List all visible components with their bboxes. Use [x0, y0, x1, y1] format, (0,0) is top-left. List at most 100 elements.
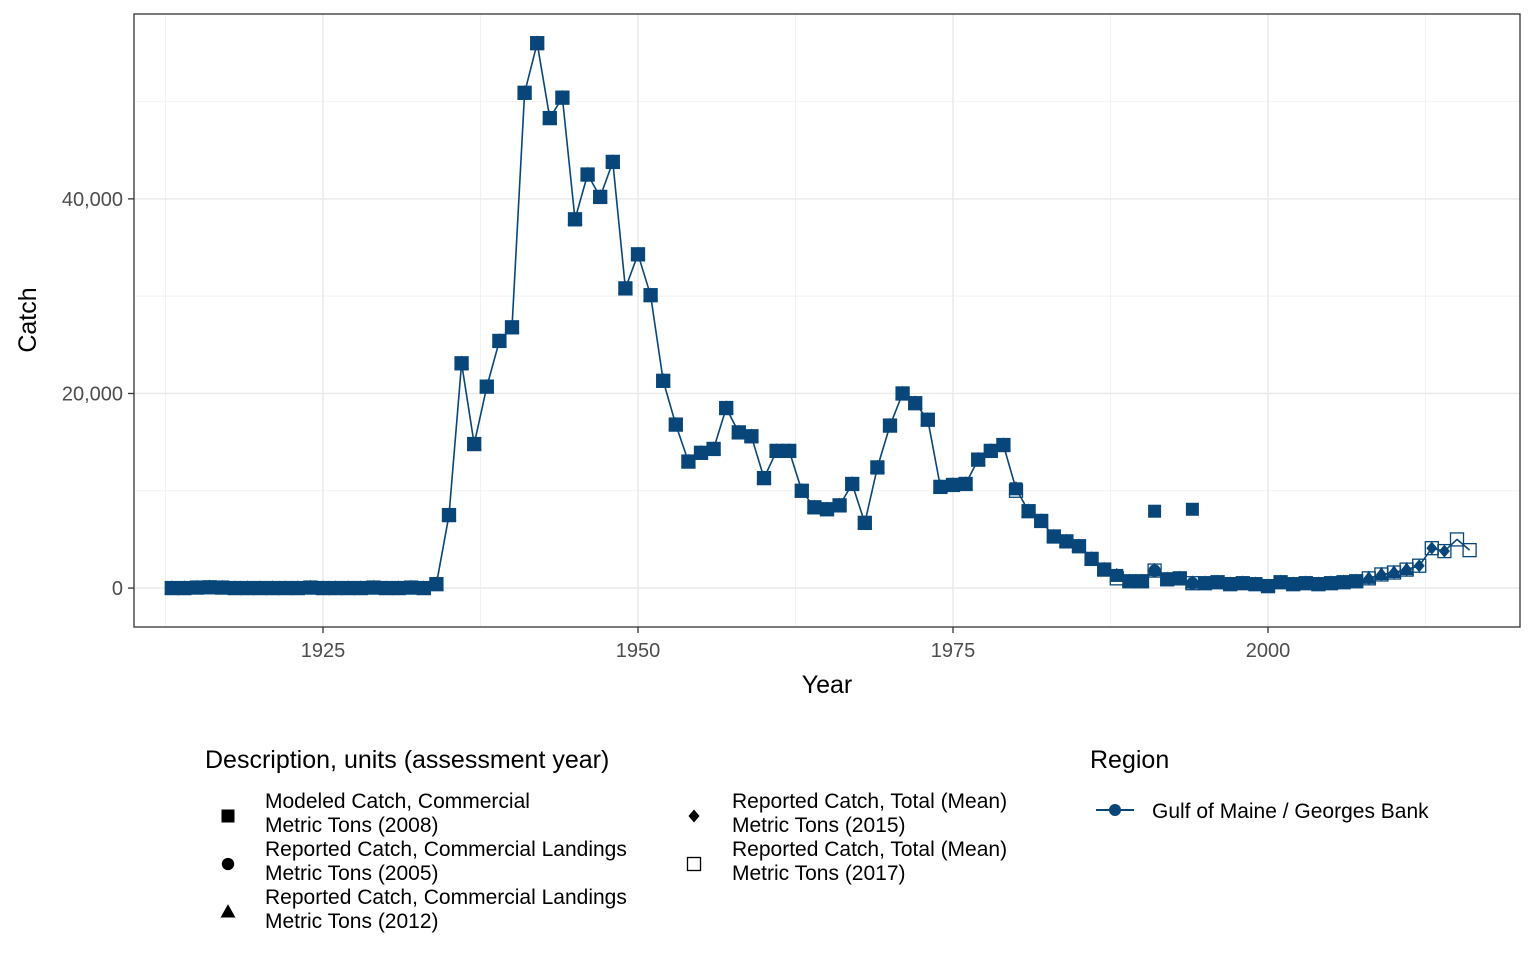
data-point-diamond-filled — [1161, 572, 1173, 586]
data-point-diamond-filled — [330, 581, 342, 595]
data-point-diamond-filled — [191, 581, 203, 595]
data-point-diamond-filled — [1224, 577, 1236, 591]
y-tick-label: 20,000 — [62, 383, 123, 405]
legend-region-title: Region — [1090, 746, 1169, 774]
data-point-square-open — [756, 470, 772, 486]
legend-item: Reported Catch, Commercial LandingsMetri… — [220, 886, 627, 933]
data-point-diamond-filled — [1312, 577, 1324, 591]
legend-item-label-line2: Metric Tons (2012) — [265, 910, 439, 933]
legend-key-triangle-filled — [220, 904, 236, 918]
data-point-square-open — [996, 437, 1011, 453]
data-point-diamond-filled — [304, 581, 316, 595]
data-point-square-open — [517, 85, 532, 100]
data-point-diamond-filled — [393, 581, 405, 595]
data-point-diamond-filled — [859, 516, 871, 530]
data-point-diamond-filled — [418, 581, 430, 595]
data-point-diamond-filled — [682, 455, 694, 469]
data-point-square-open — [605, 154, 620, 170]
data-point-diamond-filled — [670, 418, 682, 432]
data-point-square-open — [1021, 504, 1036, 519]
data-point-square-open — [1097, 562, 1112, 577]
data-point-square-open — [441, 507, 457, 523]
data-point-square-open — [870, 460, 885, 475]
data-point-diamond-filled — [922, 413, 934, 427]
data-point-diamond-filled — [267, 581, 279, 595]
data-point-diamond-filled — [846, 477, 858, 491]
data-point-diamond-filled — [758, 471, 770, 485]
data-point-square-open — [1008, 483, 1024, 498]
legend-item-label-line2: Metric Tons (2015) — [732, 814, 906, 837]
data-point-diamond-filled — [1325, 576, 1337, 590]
data-point-diamond-filled — [796, 484, 808, 498]
legend-item-label-line1: Reported Catch, Total (Mean) — [732, 838, 1007, 861]
data-point-square-open — [555, 90, 570, 105]
data-point-diamond-filled — [1123, 574, 1135, 588]
data-point-diamond-filled — [1300, 576, 1312, 590]
data-point-diamond-filled — [1388, 566, 1400, 580]
data-point-diamond-filled — [430, 577, 442, 591]
legend-item-label-line1: Reported Catch, Commercial Landings — [265, 838, 627, 861]
data-point-square-open — [618, 281, 633, 296]
x-tick-label: 1925 — [301, 640, 346, 662]
data-point-diamond-filled — [808, 500, 820, 514]
data-point-square-open — [744, 429, 759, 444]
data-point-square-open — [467, 436, 482, 452]
data-point-diamond-filled — [720, 401, 732, 415]
data-point-square-open — [1034, 513, 1049, 529]
data-point-square-open — [567, 212, 583, 227]
legend-item-label-line2: Metric Tons (2005) — [265, 862, 439, 885]
axes: 1925 1950 1975 2000 0 20,000 40,000 — [62, 189, 1290, 662]
legend-item-label-line2: Metric Tons (2017) — [732, 862, 906, 885]
data-point-diamond-filled — [1174, 571, 1186, 585]
data-point-square-open — [1437, 543, 1452, 559]
data-point-square-open — [1412, 558, 1427, 573]
x-tick-label: 2000 — [1246, 640, 1291, 662]
data-point-square-filled — [1185, 502, 1199, 516]
x-tick-label: 1950 — [616, 640, 661, 662]
data-point-diamond-filled — [241, 581, 253, 595]
data-point-diamond-filled — [884, 419, 896, 433]
data-point-diamond-filled — [997, 438, 1009, 452]
data-point-diamond-filled — [1186, 576, 1198, 590]
legend-item-label-line2: Metric Tons (2008) — [265, 814, 439, 837]
data-point-diamond-filled — [632, 247, 644, 261]
data-point-square-open — [454, 356, 469, 371]
data-point-diamond-filled — [1212, 575, 1224, 589]
data-point-square-open — [492, 333, 507, 349]
data-point-square-open — [429, 577, 444, 592]
data-point-diamond-filled — [380, 581, 392, 595]
data-point-diamond-filled — [519, 86, 531, 100]
data-point-diamond-filled — [1098, 563, 1110, 577]
data-point-square-open — [643, 288, 658, 303]
data-point-diamond-filled — [657, 374, 669, 388]
data-point-square-open — [1071, 539, 1087, 554]
legend-item: Reported Catch, Total (Mean)Metric Tons … — [688, 790, 1007, 837]
data-point-diamond-filled — [317, 581, 329, 595]
data-point-square-open — [668, 417, 683, 432]
data-point-diamond-filled — [1086, 552, 1098, 566]
data-point-diamond-filled — [342, 581, 354, 595]
data-point-diamond-filled — [468, 437, 480, 451]
data-point-diamond-filled — [934, 480, 946, 494]
data-point-diamond-filled — [1426, 541, 1438, 555]
data-point-square-open — [681, 454, 696, 469]
legend-region-marker — [1109, 804, 1121, 816]
data-point-square-open — [958, 476, 973, 492]
data-point-diamond-filled — [254, 581, 266, 595]
data-point-square-open — [530, 36, 545, 51]
legend-item-label-line1: Reported Catch, Commercial Landings — [265, 886, 627, 909]
data-point-diamond-filled — [481, 380, 493, 394]
legend-item-label-line1: Reported Catch, Total (Mean) — [732, 790, 1007, 813]
data-point-diamond-filled — [1249, 577, 1261, 591]
data-point-diamond-filled — [1262, 579, 1274, 593]
legend-item-label-line1: Modeled Catch, Commercial — [265, 790, 530, 813]
data-point-diamond-filled — [544, 111, 556, 125]
data-point-diamond-filled — [279, 581, 291, 595]
data-point-square-open — [832, 498, 847, 513]
legend-item: Reported Catch, Total (Mean)Metric Tons … — [686, 838, 1007, 885]
data-point-diamond-filled — [834, 498, 846, 512]
data-point-diamond-filled — [1237, 576, 1249, 590]
data-point-diamond-filled — [1287, 577, 1299, 591]
legend-description: Description, units (assessment year) Mod… — [205, 746, 1007, 933]
